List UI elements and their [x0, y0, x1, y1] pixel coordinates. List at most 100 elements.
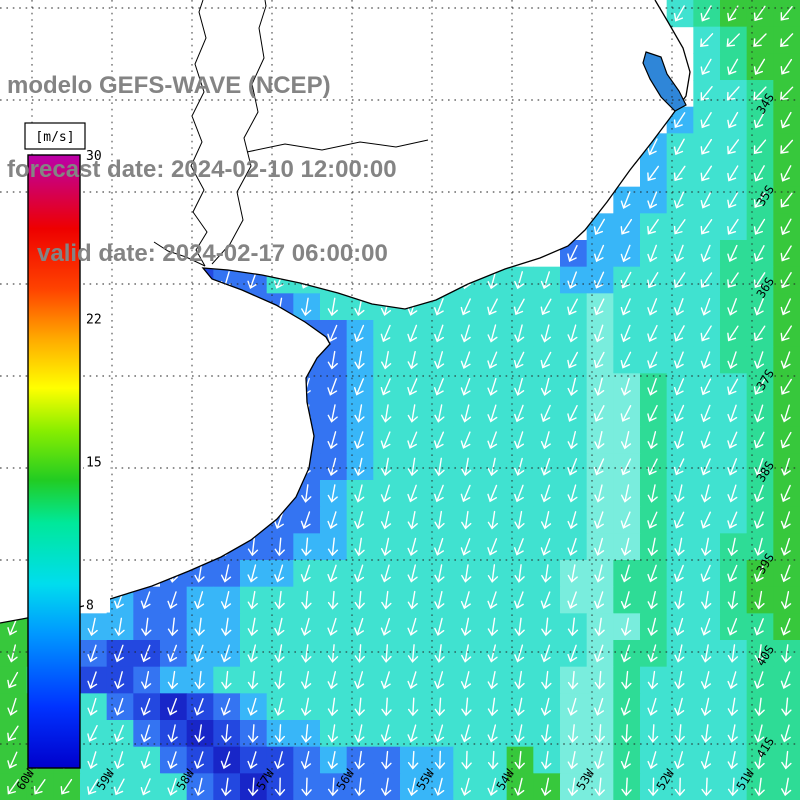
forecast-date-line: forecast date: 2024-02-10 12:00:00: [7, 156, 397, 183]
wave-direction-arrow: [194, 564, 205, 583]
wave-direction-arrow: [754, 697, 765, 717]
wave-direction-arrow: [541, 617, 552, 637]
wave-direction-arrow: [620, 564, 631, 583]
wave-direction-arrow: [274, 777, 286, 797]
wave-direction-arrow: [167, 751, 178, 770]
wave-direction-arrow: [460, 617, 472, 637]
wave-direction-arrow: [381, 457, 392, 477]
coastline: [0, 0, 691, 624]
wave-direction-arrow: [487, 724, 498, 743]
wave-direction-arrow: [247, 697, 258, 716]
wave-direction-arrow: [620, 351, 632, 369]
wave-direction-arrow: [300, 564, 311, 583]
wave-direction-arrow: [674, 697, 685, 716]
wave-direction-arrow: [567, 244, 578, 262]
wave-direction-arrow: [753, 58, 766, 75]
parana-river: [190, 0, 208, 267]
title-block: modelo GEFS-WAVE (NCEP) forecast date: 2…: [7, 16, 397, 296]
wave-direction-arrow: [700, 325, 712, 342]
wave-direction-arrow: [753, 111, 765, 129]
wave-direction-arrow: [514, 377, 525, 396]
wave-direction-arrow: [593, 298, 605, 316]
wave-direction-arrow: [540, 271, 551, 290]
wave-direction-arrow: [87, 697, 98, 716]
wave-direction-arrow: [620, 751, 631, 770]
wave-direction-arrow: [726, 33, 740, 47]
wave-direction-arrow: [647, 219, 659, 235]
wave-direction-arrow: [727, 777, 739, 797]
wave-direction-arrow: [460, 591, 471, 610]
wave-direction-arrow: [754, 537, 765, 556]
wave-direction-arrow: [700, 404, 711, 423]
wave-direction-arrow: [301, 777, 312, 797]
wave-direction-arrow: [87, 671, 98, 690]
wave-direction-arrow: [567, 324, 578, 343]
wave-direction-arrow: [647, 272, 659, 289]
wave-direction-arrow: [754, 618, 764, 636]
wave-direction-arrow: [194, 751, 204, 770]
wave-direction-arrow: [673, 219, 686, 235]
wave-direction-arrow: [700, 697, 712, 717]
wave-direction-arrow: [274, 537, 285, 557]
wave-direction-arrow: [327, 404, 338, 423]
wave-direction-arrow: [567, 617, 579, 637]
wave-direction-arrow: [727, 244, 738, 263]
wave-direction-arrow: [114, 644, 124, 663]
wave-direction-arrow: [754, 777, 765, 797]
wave-direction-arrow: [621, 777, 632, 797]
wave-direction-arrow: [327, 511, 338, 530]
wave-direction-arrow: [593, 351, 605, 369]
wave-direction-arrow: [7, 751, 18, 769]
wave-direction-arrow: [434, 298, 444, 316]
wave-direction-arrow: [780, 537, 791, 556]
wave-direction-arrow: [194, 644, 204, 663]
wave-direction-arrow: [781, 697, 792, 717]
wave-direction-arrow: [327, 671, 338, 690]
wave-direction-arrow: [780, 86, 794, 101]
wave-direction-arrow: [407, 724, 418, 743]
wave-direction-arrow: [354, 431, 364, 450]
wave-direction-arrow: [594, 777, 605, 797]
wave-direction-arrow: [220, 751, 231, 770]
wave-direction-arrow: [114, 724, 124, 743]
wave-direction-arrow: [274, 670, 285, 690]
wave-direction-arrow: [407, 617, 418, 636]
wave-direction-arrow: [487, 457, 498, 477]
wave-direction-arrow: [140, 751, 151, 770]
wave-direction-arrow: [567, 750, 578, 770]
wave-direction-arrow: [647, 377, 658, 396]
wave-direction-arrow: [194, 617, 205, 637]
wave-direction-arrow: [220, 644, 231, 663]
wave-direction-arrow: [674, 617, 685, 636]
wave-direction-arrow: [594, 537, 605, 556]
wave-direction-arrow: [594, 670, 605, 690]
wave-direction-arrow: [780, 218, 792, 236]
wave-direction-arrow: [593, 218, 605, 236]
wave-direction-arrow: [567, 484, 578, 503]
wave-direction-arrow: [700, 751, 712, 770]
wave-direction-arrow: [567, 431, 578, 450]
wave-direction-arrow: [487, 510, 499, 530]
wave-direction-arrow: [780, 457, 791, 476]
wave-direction-arrow: [541, 670, 552, 690]
wave-direction-arrow: [7, 779, 19, 795]
wave-direction-arrow: [327, 297, 338, 317]
wave-direction-arrow: [780, 139, 794, 154]
wave-direction-arrow: [540, 697, 552, 717]
wave-direction-arrow: [407, 324, 418, 343]
wave-direction-arrow: [434, 378, 444, 396]
wave-direction-arrow: [727, 431, 738, 449]
wave-direction-arrow: [354, 671, 365, 690]
wave-direction-arrow: [727, 139, 740, 155]
wave-direction-arrow: [647, 484, 658, 503]
wave-direction-arrow: [460, 324, 471, 343]
wave-direction-arrow: [274, 617, 285, 637]
wave-direction-arrow: [487, 617, 498, 637]
wave-direction-arrow: [380, 617, 391, 636]
wave-direction-arrow: [514, 431, 525, 450]
wave-direction-arrow: [647, 191, 658, 209]
wave-direction-arrow: [487, 351, 498, 369]
wave-direction-arrow: [541, 724, 552, 743]
wave-direction-arrow: [274, 564, 285, 583]
wave-direction-arrow: [727, 191, 739, 209]
